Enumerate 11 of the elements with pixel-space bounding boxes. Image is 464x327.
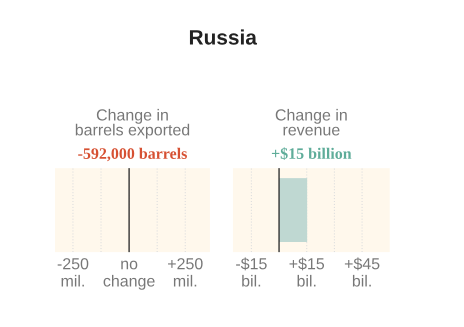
- chart-subtitle: Change in revenue: [276, 108, 347, 136]
- x-tick-label: +$15 bil.: [290, 257, 324, 287]
- chart-title: Russia: [190, 29, 258, 45]
- text: -592,000 barrels: [78, 148, 187, 162]
- x-tick-label: no change: [104, 260, 155, 290]
- chart-subtitle: Change in barrels exported: [76, 108, 190, 139]
- x-tick-label: +250 mil.: [168, 258, 203, 286]
- text: +$15 billion: [272, 147, 352, 160]
- x-tick-label: +$45 bil.: [344, 257, 380, 287]
- x-tick-label: -250 mil.: [58, 258, 88, 286]
- x-tick-label: -$15 bil.: [236, 257, 267, 287]
